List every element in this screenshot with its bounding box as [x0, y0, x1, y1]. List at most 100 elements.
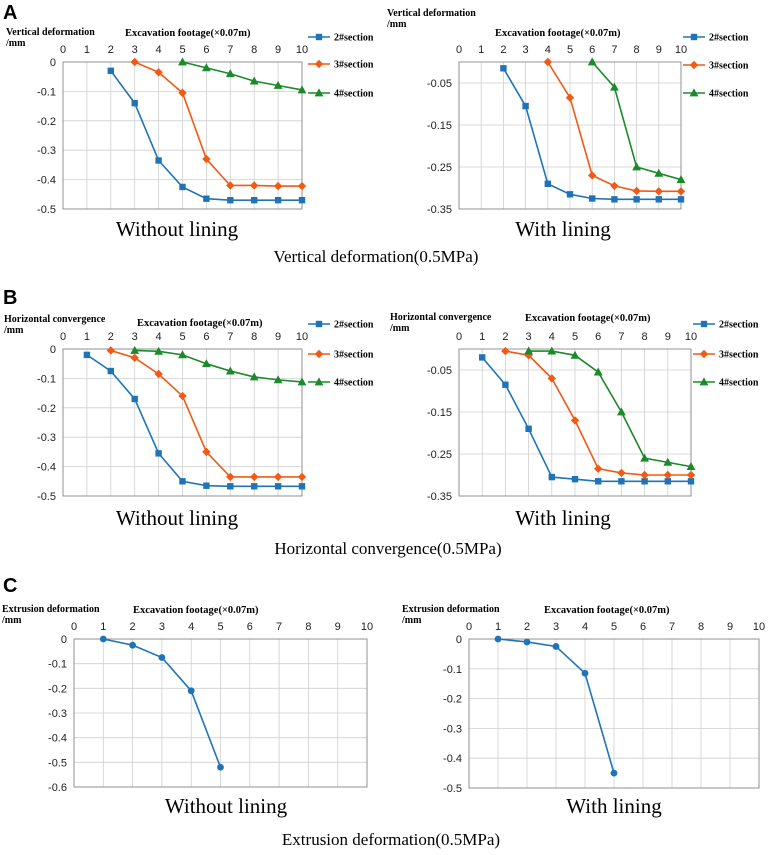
x-tick-label: 5: [567, 44, 573, 56]
x-tick-label: 1: [84, 44, 90, 56]
data-point: [632, 162, 641, 171]
x-tick-label: 2: [108, 44, 114, 56]
x-tick-label: 9: [665, 331, 671, 343]
data-point: [633, 196, 640, 203]
y-tick-label: -0.5: [443, 783, 462, 795]
data-point: [106, 346, 115, 355]
data-point: [524, 346, 533, 355]
data-point: [154, 346, 163, 355]
y-tick-label: -0.5: [48, 757, 67, 769]
data-point: [273, 80, 283, 89]
y-tick-label: 0: [50, 344, 56, 356]
x-tick-label: 8: [634, 44, 640, 56]
x-tick-label: 2: [108, 331, 114, 343]
data-point: [494, 635, 502, 643]
data-point: [500, 65, 507, 72]
x-tick-label: 10: [675, 44, 687, 56]
x-tick-label: 3: [553, 621, 559, 633]
panel-letter-c: C: [3, 575, 17, 597]
data-point: [250, 181, 259, 190]
legend-marker: [314, 59, 324, 69]
data-point: [641, 478, 648, 485]
chart-subtitle: With lining: [515, 506, 611, 530]
data-point: [677, 196, 685, 203]
x-tick-label: 8: [642, 331, 648, 343]
y-tick-label: -0.2: [48, 683, 67, 695]
data-point: [522, 102, 529, 110]
data-point: [479, 354, 486, 361]
y-tick-label: -0.2: [37, 403, 56, 415]
data-point: [525, 425, 532, 432]
data-point: [130, 353, 139, 363]
data-point: [274, 196, 282, 204]
y-tick-label: -0.3: [37, 145, 56, 157]
x-tick-label: 4: [549, 331, 555, 343]
x-tick-label: 8: [698, 621, 704, 633]
x-tick-label: 1: [495, 621, 501, 633]
data-point: [155, 450, 162, 457]
legend-marker: [689, 88, 699, 97]
data-point: [565, 93, 575, 102]
y-tick-label: -0.3: [48, 708, 67, 720]
x-tick-label: 9: [275, 331, 281, 343]
data-point: [178, 391, 187, 401]
y-tick-label: -0.35: [427, 204, 452, 216]
data-point: [178, 57, 187, 66]
data-point: [566, 191, 574, 198]
data-point: [676, 187, 686, 196]
x-tick-label: 3: [523, 44, 529, 56]
data-point: [617, 468, 626, 478]
x-tick-label: 9: [275, 44, 281, 56]
legend-label: 3#section: [334, 60, 374, 71]
data-point: [547, 346, 557, 355]
data-point: [687, 478, 695, 485]
y-tick-label: -0.4: [37, 175, 56, 187]
data-point: [588, 171, 597, 180]
y-axis-label: Extrusion deformation/mm: [1, 604, 100, 626]
data-point: [640, 453, 649, 462]
y-tick-label: -0.5: [37, 491, 56, 503]
series-line-2-section: [481, 356, 691, 483]
x-tick-label: 7: [618, 331, 624, 343]
x-tick-label: 4: [156, 331, 162, 343]
caption-c: Extrusion deformation(0.5MPa): [282, 830, 500, 849]
legend-marker: [690, 33, 698, 41]
y-tick-label: -0.3: [443, 723, 462, 735]
data-point: [547, 374, 556, 383]
caption-a: Vertical deformation(0.5MPa): [274, 247, 479, 266]
data-point: [297, 85, 307, 94]
y-tick-label: -0.1: [37, 86, 56, 98]
y-tick-label: -0.5: [37, 204, 56, 216]
data-point: [570, 416, 580, 425]
x-tick-label: 10: [753, 621, 765, 633]
x-tick-label: 8: [251, 44, 257, 56]
x-tick-label: 5: [572, 331, 578, 343]
x-tick-label: 3: [132, 331, 138, 343]
x-tick-label: 0: [456, 44, 462, 56]
x-tick-label: 3: [132, 44, 138, 56]
plot-frame: [468, 638, 760, 789]
chart-vertical-without-lining: 0 1 2 3 4 5 6 7 8 9 10 0 -0.1 -0.2 -0.3 -0.4 -0.5 Vertica…: [5, 27, 374, 241]
legend-label: 3#section: [719, 350, 759, 361]
x-axis-label: Excavation footage(×0.07m): [495, 28, 621, 39]
data-point: [202, 63, 211, 72]
data-point: [581, 669, 589, 677]
data-point: [158, 654, 166, 661]
data-point: [663, 470, 672, 480]
data-point: [179, 183, 186, 191]
x-tick-label: 4: [545, 44, 551, 56]
y-tick-label: -0.15: [427, 407, 452, 419]
x-tick-label: 8: [305, 621, 311, 633]
data-point: [107, 367, 114, 375]
plot-frame: [73, 638, 368, 788]
x-axis-label: Excavation footage(×0.07m): [133, 605, 259, 616]
data-point: [571, 476, 579, 483]
y-tick-label: -0.35: [427, 491, 452, 503]
x-tick-label: 2: [502, 331, 508, 343]
data-point: [202, 447, 211, 457]
x-tick-label: 6: [203, 331, 209, 343]
legend-label: 3#section: [709, 61, 749, 72]
x-tick-label: 10: [296, 331, 308, 343]
x-tick-label: 0: [71, 621, 77, 633]
x-tick-label: 0: [466, 621, 472, 633]
